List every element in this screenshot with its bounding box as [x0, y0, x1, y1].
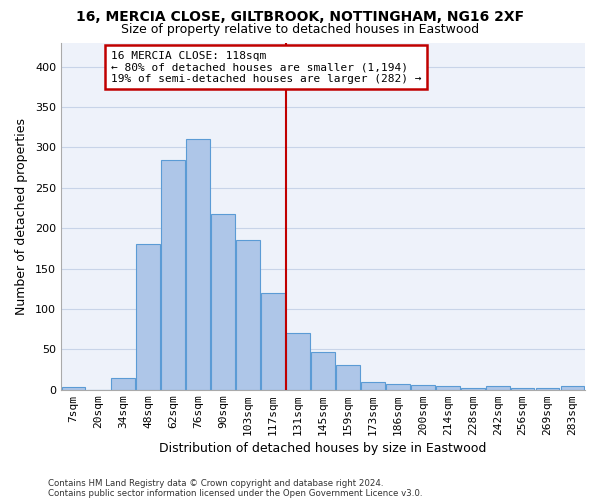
Bar — [560, 386, 584, 390]
Bar — [411, 385, 434, 390]
Bar — [62, 388, 85, 390]
Text: 16 MERCIA CLOSE: 118sqm
← 80% of detached houses are smaller (1,194)
19% of semi: 16 MERCIA CLOSE: 118sqm ← 80% of detache… — [111, 50, 421, 84]
Bar — [187, 140, 210, 390]
Bar — [112, 378, 135, 390]
Bar — [386, 384, 410, 390]
Bar — [536, 388, 559, 390]
Bar — [486, 386, 509, 390]
Bar — [136, 244, 160, 390]
Y-axis label: Number of detached properties: Number of detached properties — [15, 118, 28, 314]
Text: Contains HM Land Registry data © Crown copyright and database right 2024.: Contains HM Land Registry data © Crown c… — [48, 478, 383, 488]
Text: Size of property relative to detached houses in Eastwood: Size of property relative to detached ho… — [121, 22, 479, 36]
Bar — [461, 388, 485, 390]
Bar — [336, 364, 360, 390]
Text: Contains public sector information licensed under the Open Government Licence v3: Contains public sector information licen… — [48, 488, 422, 498]
Bar — [161, 160, 185, 390]
Bar — [286, 333, 310, 390]
Bar — [236, 240, 260, 390]
X-axis label: Distribution of detached houses by size in Eastwood: Distribution of detached houses by size … — [159, 442, 487, 455]
Bar — [511, 388, 535, 390]
Bar — [211, 214, 235, 390]
Bar — [261, 293, 285, 390]
Text: 16, MERCIA CLOSE, GILTBROOK, NOTTINGHAM, NG16 2XF: 16, MERCIA CLOSE, GILTBROOK, NOTTINGHAM,… — [76, 10, 524, 24]
Bar — [361, 382, 385, 390]
Bar — [436, 386, 460, 390]
Bar — [311, 352, 335, 390]
